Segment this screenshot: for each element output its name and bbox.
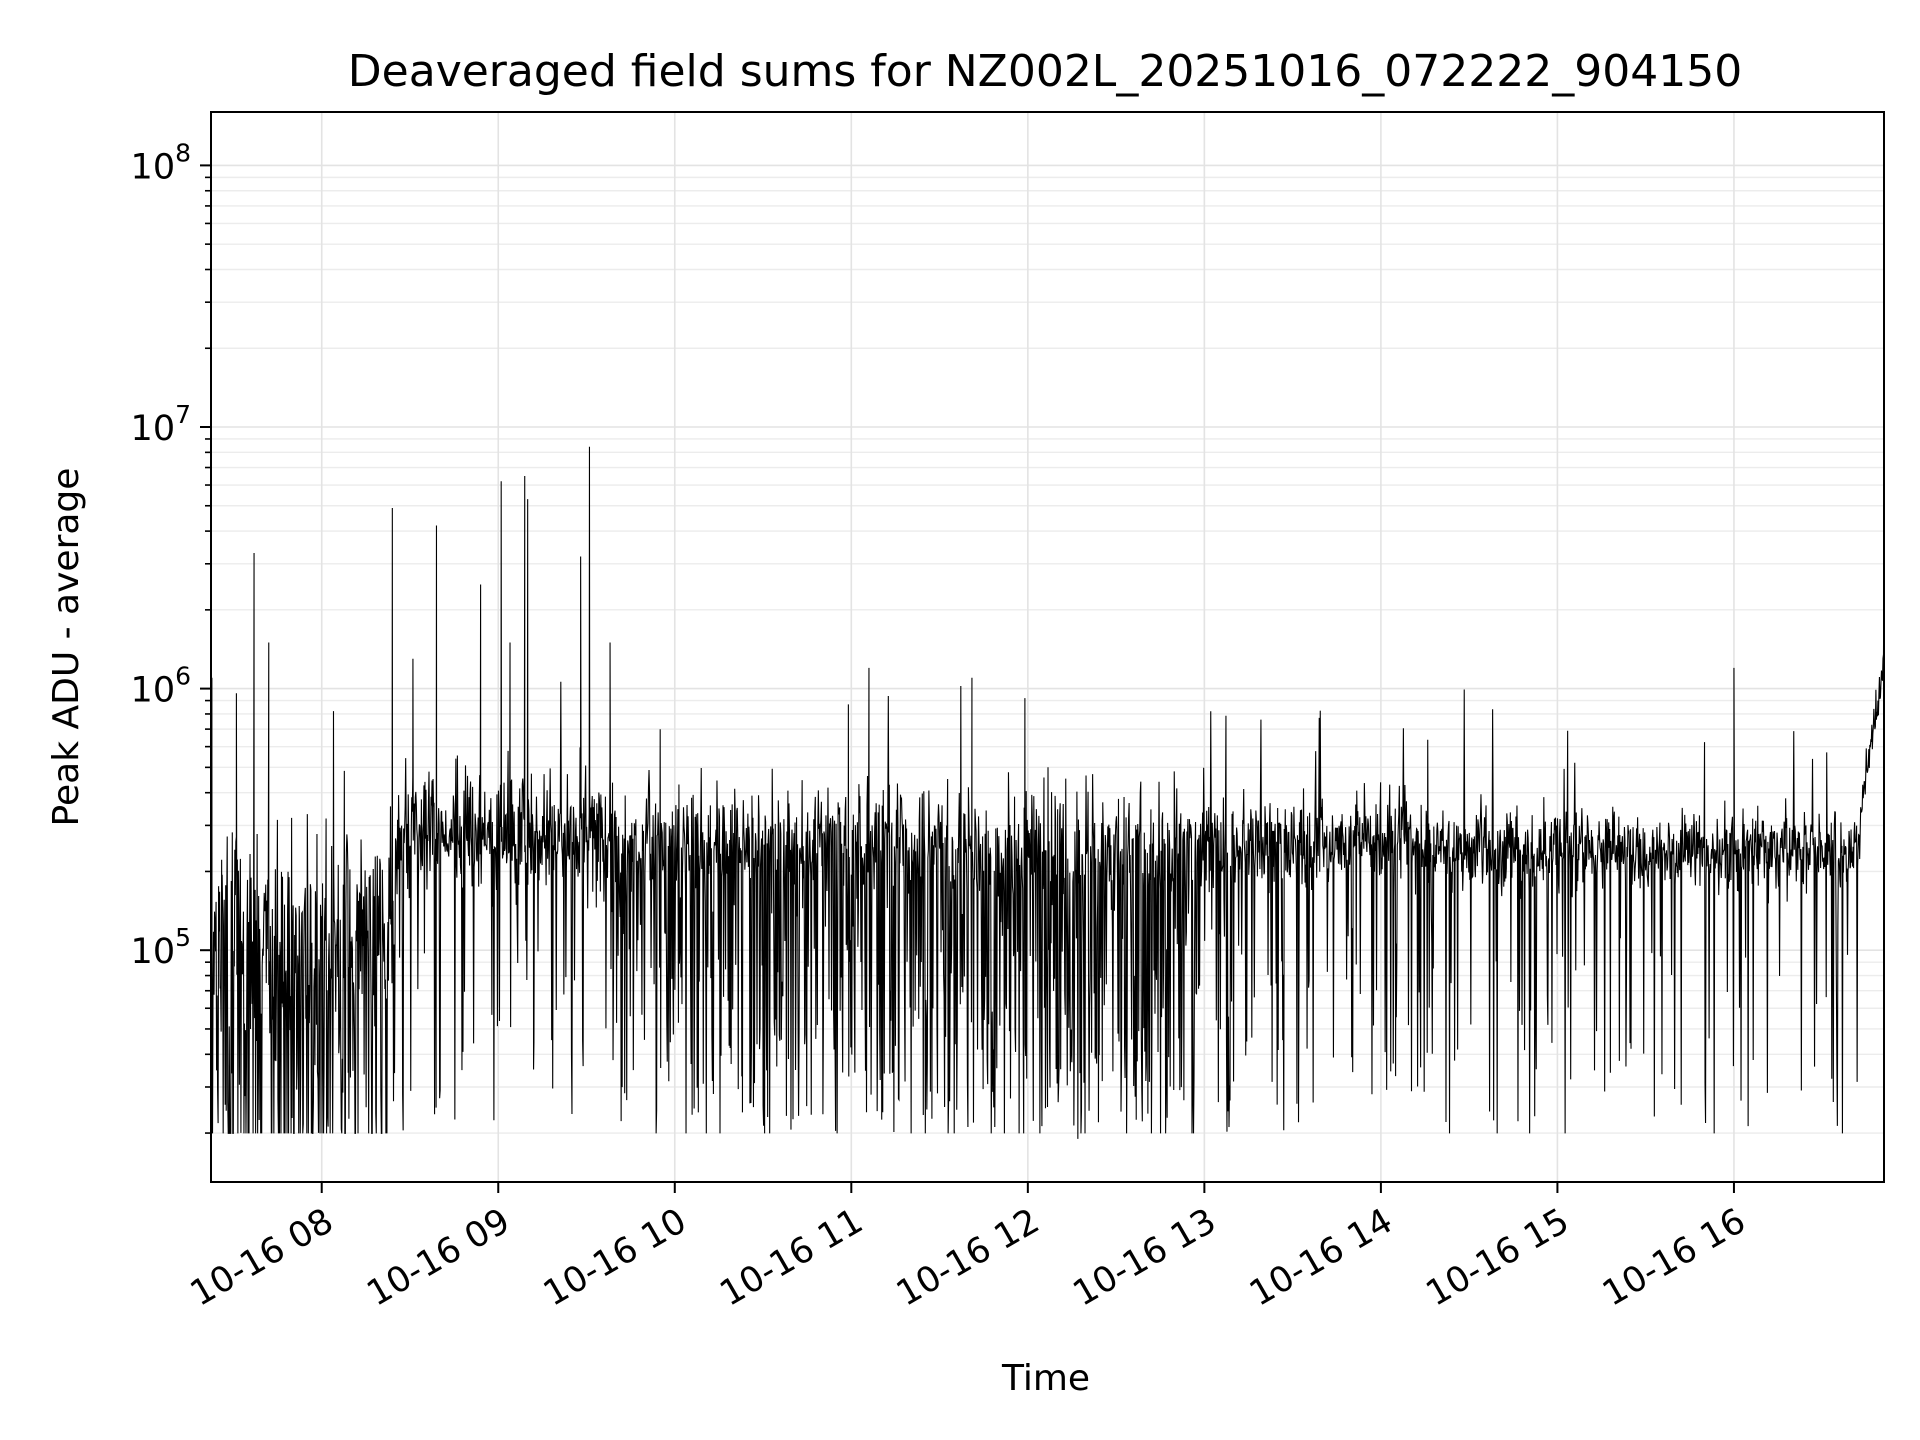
y-tick-label: 107 [131, 400, 191, 449]
y-tick-label: 105 [131, 923, 191, 972]
y-axis: 105 106 107 108 [131, 138, 211, 1134]
plot-frame [210, 111, 1885, 1183]
chart-title: Deaveraged field sums for NZ002L_2025101… [348, 46, 1742, 97]
x-axis-label: Time [1001, 1358, 1090, 1399]
y-axis-label: Peak ADU - average [46, 468, 87, 827]
series-layer [211, 446, 1884, 1139]
series-line [211, 446, 1884, 1139]
y-tick-label: 108 [131, 138, 191, 187]
y-tick-label: 106 [131, 662, 191, 711]
